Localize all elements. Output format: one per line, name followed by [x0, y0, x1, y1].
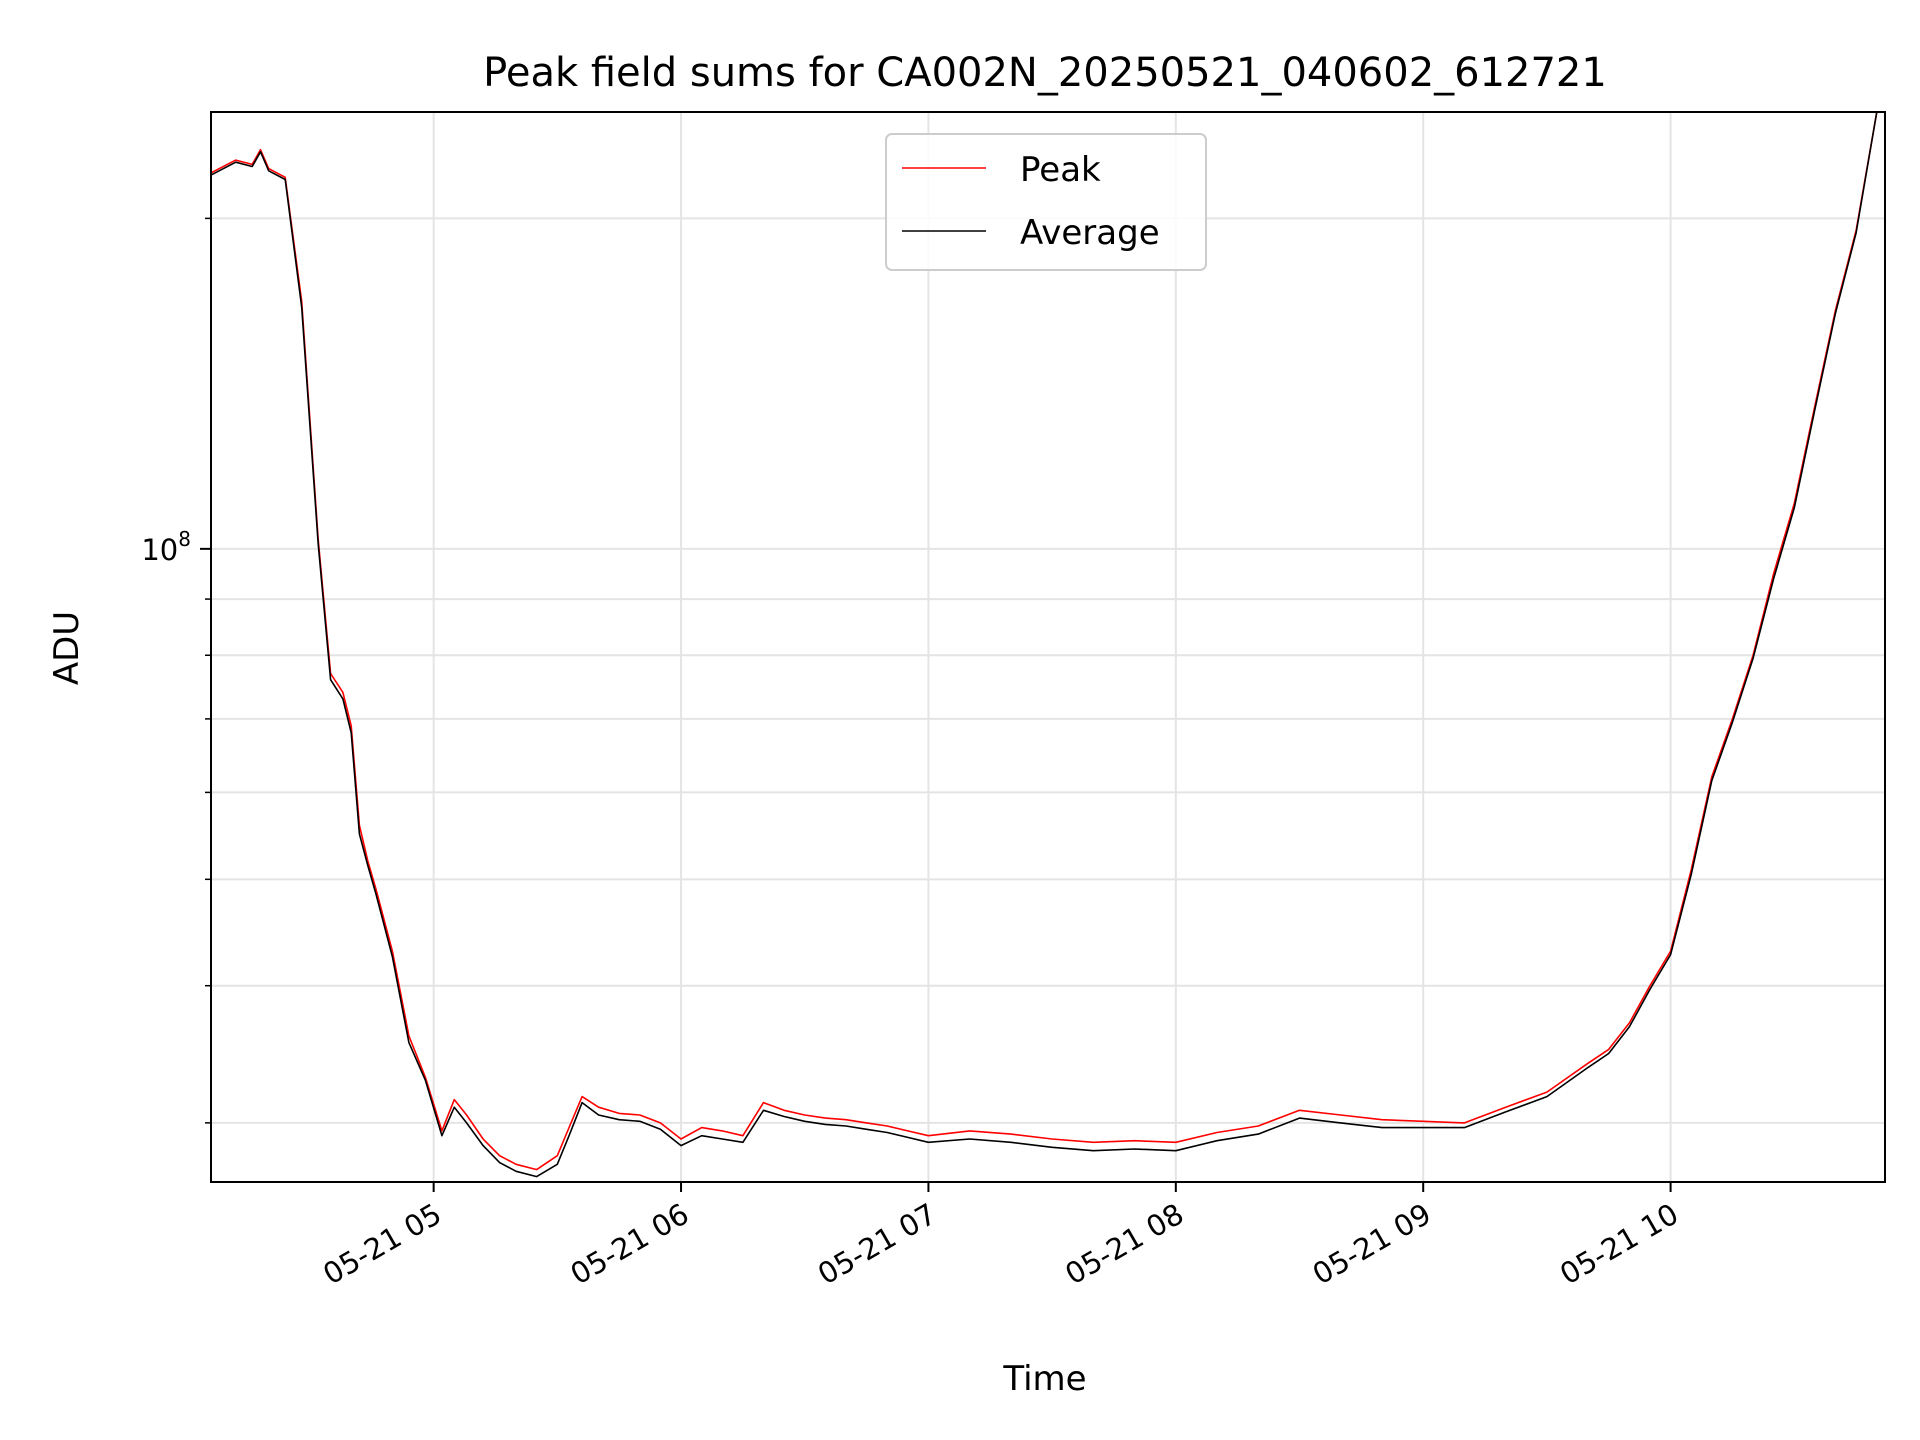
series-layer	[211, 112, 1878, 1178]
chart-title: Peak field sums for CA002N_20250521_0406…	[483, 50, 1607, 96]
legend: Peak Average	[885, 133, 1207, 271]
grid	[211, 112, 1885, 1182]
x-tick-label: 05-21 10	[1554, 1197, 1684, 1292]
legend-label-peak: Peak	[1020, 150, 1101, 190]
ticks: 05-21 05 05-21 06 05-21 07 05-21 08 05-21 09…	[141, 217, 1684, 1292]
series-line-average	[211, 112, 1878, 1178]
x-tick-label: 05-21 06	[565, 1197, 695, 1292]
x-tick-label: 05-21 05	[317, 1197, 447, 1292]
x-tick-label: 05-21 08	[1059, 1197, 1189, 1292]
y-axis-label: ADU	[47, 611, 87, 685]
legend-label-average: Average	[1020, 213, 1160, 253]
x-axis-label: Time	[1002, 1359, 1086, 1399]
x-tick-label: 05-21 07	[812, 1197, 942, 1292]
plot-area	[210, 111, 1886, 1183]
series-line-peak	[211, 112, 1878, 1171]
x-tick-label: 05-21 09	[1307, 1197, 1437, 1292]
y-tick-label: 108	[141, 527, 191, 567]
